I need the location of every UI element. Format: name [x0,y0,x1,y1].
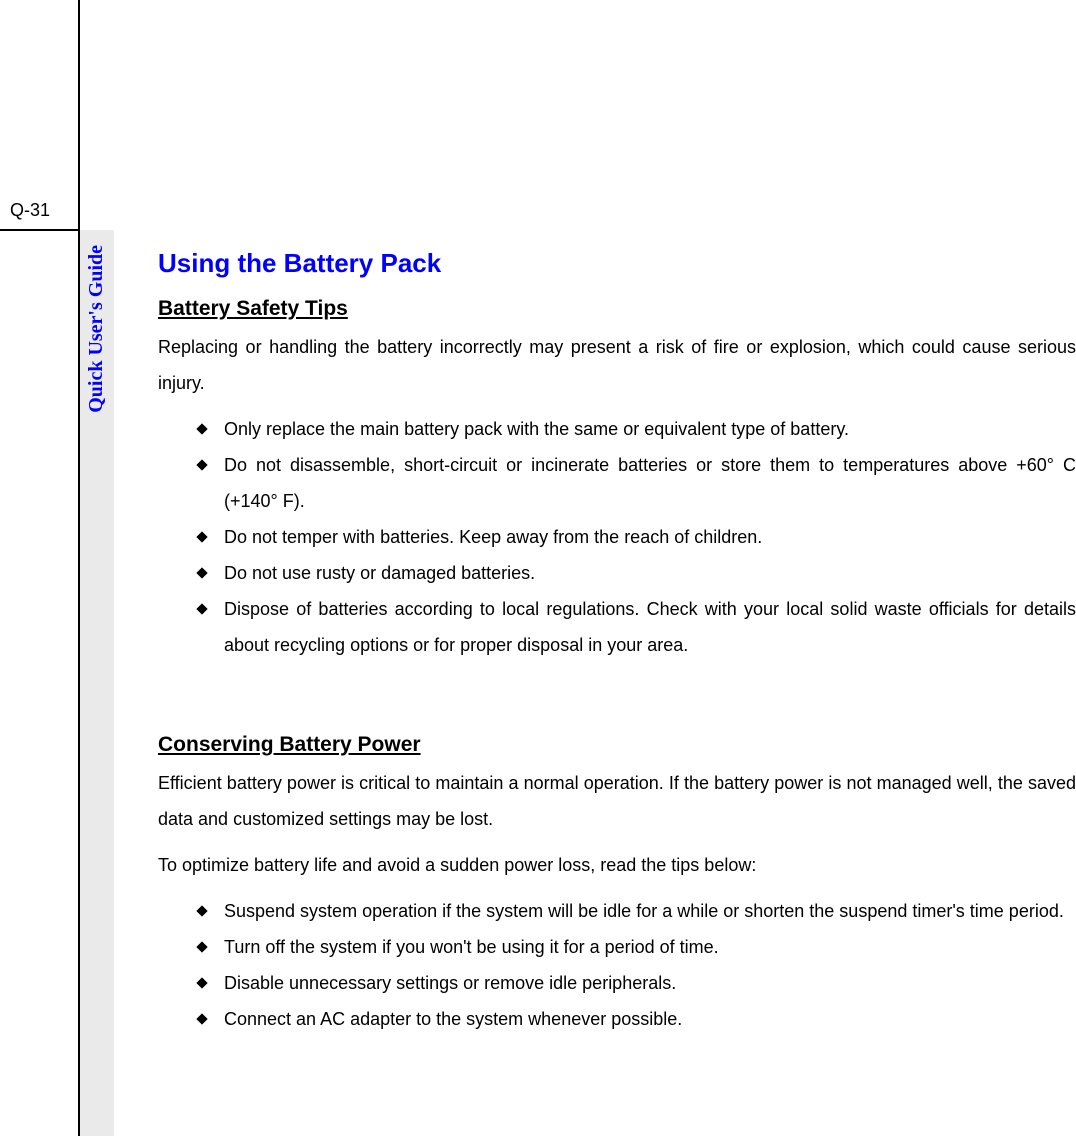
page-title: Using the Battery Pack [158,248,1076,279]
section-heading-safety: Battery Safety Tips [158,297,1076,321]
list-item: Only replace the main battery pack with … [198,411,1076,447]
bullet-list-safety: Only replace the main battery pack with … [158,411,1076,663]
paragraph: To optimize battery life and avoid a sud… [158,847,1076,883]
spacer [158,691,1076,721]
page-number: Q-31 [10,200,50,221]
top-margin [0,0,1076,200]
bullet-list-conserving: Suspend system operation if the system w… [158,893,1076,1037]
page-root: Q-31 Quick User's Guide Using the Batter… [0,0,1076,1136]
paragraph: Replacing or handling the battery incorr… [158,329,1076,401]
top-rule [0,229,80,231]
list-item: Suspend system operation if the system w… [198,893,1076,929]
list-item: Do not disassemble, short-circuit or inc… [198,447,1076,519]
list-item: Do not temper with batteries. Keep away … [198,519,1076,555]
paragraph: Efficient battery power is critical to m… [158,765,1076,837]
list-item: Disable unnecessary settings or remove i… [198,965,1076,1001]
side-title: Quick User's Guide [85,245,108,413]
list-item: Connect an AC adapter to the system when… [198,1001,1076,1037]
list-item: Dispose of batteries according to local … [198,591,1076,663]
list-item: Do not use rusty or damaged batteries. [198,555,1076,591]
section-heading-conserving: Conserving Battery Power [158,733,1076,757]
content-area: Using the Battery Pack Battery Safety Ti… [158,248,1076,1065]
list-item: Turn off the system if you won't be usin… [198,929,1076,965]
